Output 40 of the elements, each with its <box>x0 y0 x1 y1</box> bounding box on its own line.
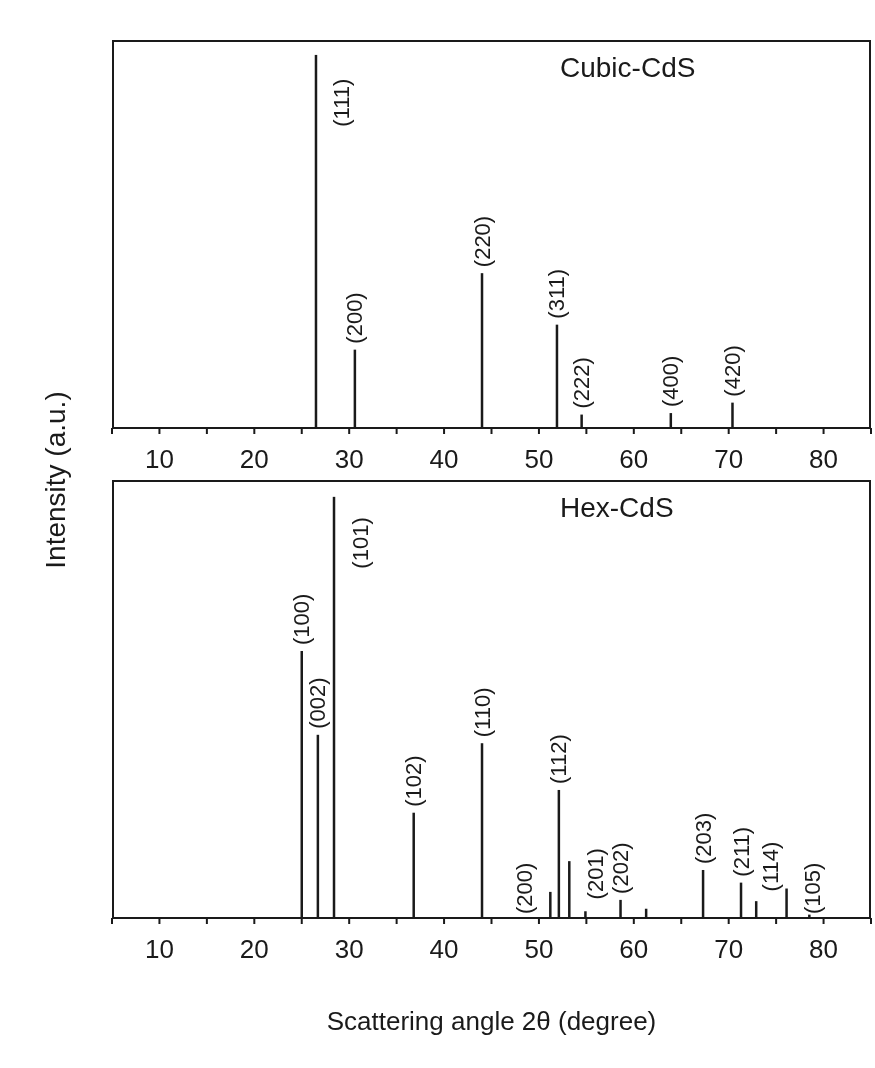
x-tick-label: 80 <box>809 934 839 965</box>
x-tick-label: 70 <box>714 934 744 965</box>
x-tick-label: 40 <box>429 444 459 475</box>
annotation: (111) <box>329 78 355 127</box>
annotation: (100) <box>289 593 315 645</box>
x-tick-label: 10 <box>144 934 174 965</box>
annotation: (400) <box>658 355 684 408</box>
x-tick-label: 30 <box>334 934 364 965</box>
x-tick-label: 10 <box>144 444 174 475</box>
x-tick-label: 70 <box>714 444 744 475</box>
x-tick-label: 40 <box>429 934 459 965</box>
x-tick-label: 80 <box>809 444 839 475</box>
annotation: (101) <box>347 517 373 569</box>
x-tick-label: 20 <box>239 444 269 475</box>
annotation: (002) <box>305 677 331 729</box>
annotation: (110) <box>469 687 495 738</box>
x-tick-label: 50 <box>524 934 554 965</box>
x-axis-title: Scattering angle 2θ (degree) <box>326 1006 657 1036</box>
annotation: (222) <box>569 357 595 409</box>
x-tick-label: 60 <box>619 444 649 475</box>
annotation: (220) <box>469 215 495 268</box>
y-axis-title: Intensity (a.u.) <box>40 391 72 569</box>
x-tick-label: 50 <box>524 444 554 475</box>
annotation: (202) <box>608 842 634 894</box>
annotation: (112) <box>546 734 572 784</box>
x-tick-label: 30 <box>334 444 364 475</box>
annotation: (105) <box>800 862 826 914</box>
annotation: (102) <box>401 755 427 807</box>
annotation: (201) <box>582 848 608 900</box>
annotation: (200) <box>511 862 537 914</box>
annotation: (203) <box>690 812 716 864</box>
annotation: (211) <box>728 826 754 877</box>
annotation: (420) <box>719 345 745 397</box>
chart-title: Hex-CdS <box>560 492 674 524</box>
annotation: (114) <box>757 841 783 892</box>
x-tick-label: 60 <box>619 934 649 965</box>
annotation: (311) <box>544 268 570 319</box>
annotation: (200) <box>342 292 368 344</box>
chart-title: Cubic-CdS <box>560 52 696 84</box>
x-tick-label: 20 <box>239 934 269 965</box>
